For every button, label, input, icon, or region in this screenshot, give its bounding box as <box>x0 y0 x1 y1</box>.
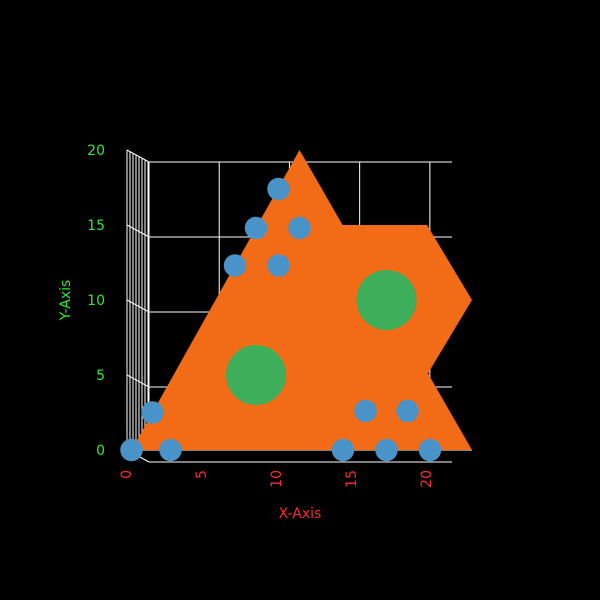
circle-point-0-8 <box>331 438 355 462</box>
y-tick-label-0: 0 <box>96 443 105 459</box>
circle-point-0-12 <box>418 438 442 462</box>
circle-point-1-0 <box>226 345 286 405</box>
x-tick-label-0: 0 <box>119 470 135 479</box>
circle-point-0-1 <box>141 401 164 424</box>
circle-point-0-4 <box>244 216 268 240</box>
circle-point-0-5 <box>267 254 290 277</box>
circle-point-0-2 <box>159 438 182 462</box>
circle-point-0-0 <box>120 438 143 462</box>
circle-point-0-3 <box>223 254 247 277</box>
x-tick-label-3: 15 <box>344 470 360 488</box>
y-tick-label-2: 10 <box>87 293 105 309</box>
circle-point-0-11 <box>396 399 419 423</box>
tick-labels: 0 5 10 15 20 0 5 10 15 20 <box>87 143 435 488</box>
circle-point-0-6 <box>267 177 290 201</box>
circle-point-0-9 <box>354 399 377 423</box>
circle-point-0-10 <box>375 438 398 462</box>
circle-point-1-1 <box>356 270 417 330</box>
circle-point-0-7 <box>288 216 311 240</box>
grid-depth-y-4 <box>126 149 150 163</box>
y-tick-label-4: 20 <box>87 143 105 159</box>
x-tick-label-4: 20 <box>419 470 435 488</box>
y-axis-title: Y-Axis <box>58 280 74 322</box>
x-axis-title: X-Axis <box>279 506 322 522</box>
circles <box>120 177 442 462</box>
y-tick-label-1: 5 <box>96 368 105 384</box>
x-tick-label-2: 10 <box>269 470 285 488</box>
y-tick-label-3: 15 <box>87 218 105 234</box>
x-tick-label-1: 5 <box>194 470 210 479</box>
